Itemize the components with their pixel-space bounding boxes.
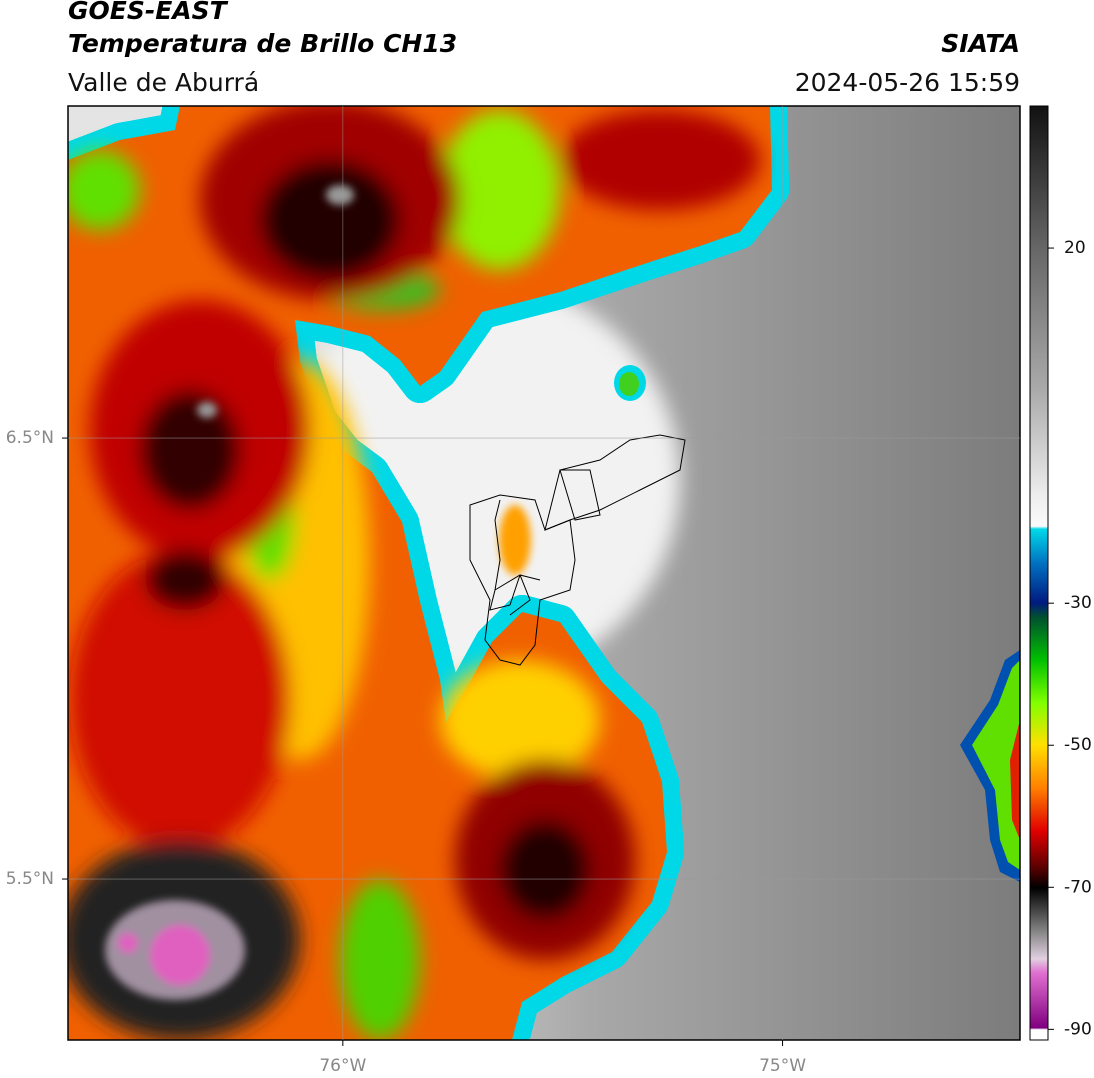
colorbar-tick-label: -30 bbox=[1064, 593, 1092, 613]
map-frame bbox=[67, 105, 1021, 1041]
colorbar-tick-label: 20 bbox=[1064, 238, 1086, 258]
y-tick-label: 5.5°N bbox=[6, 869, 54, 889]
x-tick-label: 76°W bbox=[319, 1056, 366, 1076]
subtitle: Temperatura de Brillo CH13 bbox=[68, 29, 457, 58]
region: Valle de Aburrá bbox=[68, 68, 259, 97]
colorbar-tick-label: -50 bbox=[1064, 735, 1092, 755]
boundaries bbox=[469, 434, 686, 666]
x-tick-label: 75°W bbox=[759, 1056, 806, 1076]
y-tick-label: 6.5°N bbox=[6, 428, 54, 448]
colorbar-tick-label: -90 bbox=[1064, 1019, 1092, 1039]
satellite-image bbox=[68, 106, 1020, 1040]
datetime: 2024-05-26 15:59 bbox=[795, 68, 1020, 97]
source: SIATA bbox=[941, 29, 1020, 58]
colorbar-tick-label: -70 bbox=[1064, 877, 1092, 897]
colorbar bbox=[1029, 105, 1049, 1041]
title: GOES-EAST bbox=[68, 0, 229, 25]
